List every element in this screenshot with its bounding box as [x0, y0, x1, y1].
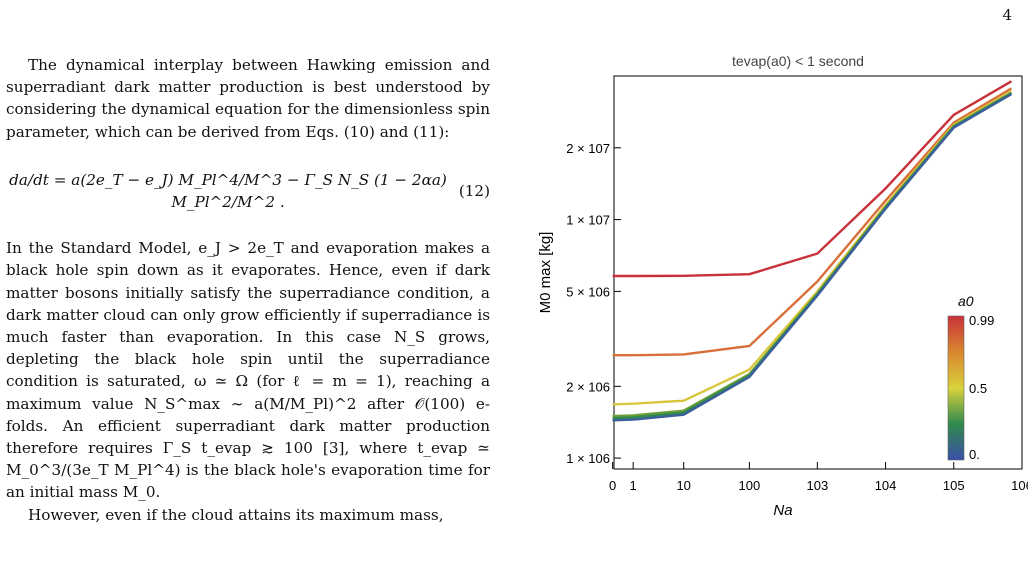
x-axis-label: Na	[773, 502, 792, 519]
colorbar-tick-label: 0.99	[969, 313, 994, 328]
x-tick-label: 105	[943, 478, 965, 493]
colorbar-tick-label: 0.5	[969, 381, 987, 396]
chart-title: tevap(a0) < 1 second	[732, 53, 864, 69]
colorbar-title: a0	[958, 293, 974, 309]
colorbar	[947, 315, 965, 461]
y-axis-label: M0 max [kg]	[537, 232, 554, 314]
series-line-1	[612, 80, 1013, 278]
page-number: 4	[1002, 6, 1012, 24]
x-tick-label: 10	[676, 478, 690, 493]
x-tick-label: 1	[630, 478, 637, 493]
y-tick-label: 1 × 107	[566, 213, 610, 228]
paragraph-3: However, even if the cloud attains its m…	[28, 505, 444, 524]
equation-12: da/dt = a(2e_T − e_J) M_Pl^4/M^3 − Γ_S N…	[6, 169, 490, 213]
equation-body: da/dt = a(2e_T − e_J) M_Pl^4/M^3 − Γ_S N…	[9, 170, 447, 212]
colorbar-tick-label: 0.	[969, 447, 980, 462]
series-line-6	[612, 93, 1013, 422]
y-tick-label: 2 × 106	[566, 379, 610, 394]
paragraph-1: The dynamical interplay between Hawking …	[6, 56, 490, 141]
x-tick-label: 106	[1011, 478, 1028, 493]
equation-number: (12)	[458, 181, 490, 200]
x-tick-label: 103	[806, 478, 828, 493]
plot-frame	[613, 75, 1023, 470]
figure-chart: tevap(a0) < 1 second 1 × 106 2 × 106 5 × 10…	[520, 48, 1028, 559]
y-tick-label: 5 × 106	[566, 284, 610, 299]
text-column: The dynamical interplay between Hawking …	[6, 54, 490, 526]
x-tick-label: 104	[875, 478, 897, 493]
y-tick-label: 1 × 106	[566, 451, 610, 466]
y-tick-label: 2 × 107	[566, 141, 610, 156]
series-line-2	[612, 87, 1013, 357]
chart-svg: tevap(a0) < 1 second 1 × 106 2 × 106 5 × 10…	[537, 53, 1028, 519]
x-tick-label: 100	[739, 478, 761, 493]
x-tick-label: 0	[609, 478, 616, 493]
paragraph-2: In the Standard Model, e_J > 2e_T and ev…	[6, 239, 490, 502]
